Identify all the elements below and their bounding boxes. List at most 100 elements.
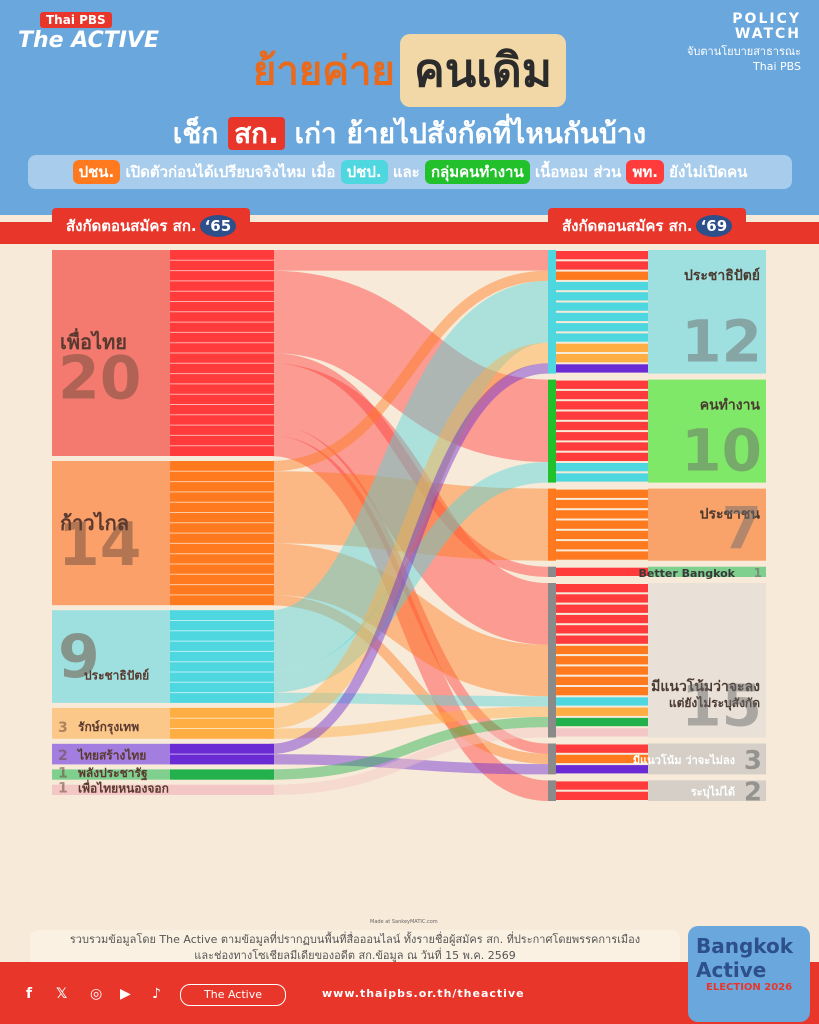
right-seat-dp69 — [556, 364, 648, 373]
right-seat-lean_unnamed — [556, 707, 648, 716]
right-seat-work — [556, 411, 648, 420]
flow-mfp-ppl — [269, 471, 549, 561]
right-label-unspec: ระบุไม่ได้ — [691, 785, 735, 800]
right-seat-lean_unnamed — [556, 604, 648, 613]
right-seat-dp69 — [556, 261, 648, 270]
footnote-b: และช่องทางโซเชียลมีเดียของอดีต สก.ข้อมูล… — [194, 949, 516, 962]
right-seat-bb — [556, 567, 648, 576]
left-value-pcr: 1 — [58, 765, 68, 781]
right-node-bg-work — [648, 379, 766, 483]
flow-mfp-lean_unnamed — [269, 543, 549, 697]
the-active-button[interactable]: The Active — [180, 984, 286, 1006]
right-seat-unspec — [556, 781, 648, 790]
flow-pt-work — [268, 270, 550, 462]
right-label-ppl: ประชาชน — [700, 507, 761, 523]
page-title: ย้ายค่าย คนเดิม — [0, 34, 819, 107]
pw-line1: POLICY — [732, 11, 801, 27]
left-value-ptnc: 1 — [58, 781, 68, 797]
pw-line2: WATCH — [734, 26, 801, 42]
right-seat-lean_no — [556, 744, 648, 753]
right-seat-unspec — [556, 791, 648, 800]
right-seat-ppl — [556, 551, 648, 560]
election-badge: Bangkok Active ELECTION 2026 — [688, 926, 810, 1022]
right-label-bb: Better Bangkok — [639, 567, 736, 580]
right-value-ppl: 7 — [722, 495, 762, 563]
right-seat-dp69 — [556, 251, 648, 260]
left-node-bg-pt — [52, 250, 170, 456]
right-node-edge-unspec — [548, 780, 556, 801]
right-seat-ppl — [556, 510, 648, 519]
right-label-work: คนทำงาน — [700, 398, 761, 414]
right-seat-lean_unnamed — [556, 625, 648, 634]
tag3-text: เนื้อหอม ส่วน — [534, 163, 622, 181]
right-seat-work — [556, 390, 648, 400]
right-value-lean_unnamed: 15 — [681, 672, 762, 740]
left-value-pt: 20 — [58, 343, 142, 413]
right-label2-lean_unnamed: แต่ยังไม่ระบุสังกัด — [669, 695, 760, 711]
made-with: Made at SankeyMATIC.com — [370, 919, 438, 925]
right-seat-ppl — [556, 489, 648, 498]
right-value-bb: 1 — [754, 566, 762, 580]
right-seat-lean_unnamed — [556, 676, 648, 685]
right-seat-lean_unnamed — [556, 728, 648, 737]
website-link[interactable]: www.thaipbs.or.th/theactive — [322, 987, 525, 1000]
right-seat-lean_no — [556, 765, 648, 774]
flow-rkt-lean_unnamed — [269, 706, 549, 739]
right-seat-lean_unnamed — [556, 666, 648, 675]
flow-mfp-lean_no — [269, 594, 549, 765]
left-year: ‘65 — [199, 215, 237, 237]
right-seat-ppl — [556, 499, 648, 509]
left-label-pcr: พลังประชารัฐ — [78, 766, 148, 781]
right-value-dp69: 12 — [681, 308, 762, 376]
right-node-edge-dp69 — [548, 250, 556, 374]
right-node-edge-lean_unnamed — [548, 583, 556, 738]
instagram-icon[interactable]: ◎ — [90, 986, 103, 1002]
right-seat-work — [556, 380, 648, 389]
tag-dp: ปชป. — [340, 160, 388, 184]
tag-work: กลุ่มคนทำงาน — [424, 160, 530, 184]
the-active-logo: The ACTIVE — [18, 28, 159, 53]
left-node-ptnc — [170, 784, 274, 795]
tagline: ปชน. เปิดตัวก่อนได้เปรียบจริงไหม เมื่อ ป… — [28, 155, 792, 189]
youtube-icon[interactable]: ▶ — [120, 986, 131, 1002]
right-seat-work — [556, 452, 648, 461]
tiktok-icon[interactable]: ♪ — [152, 986, 161, 1002]
right-seat-work — [556, 401, 648, 410]
tag4-text: ยังไม่เปิดคน — [669, 163, 748, 181]
x-icon[interactable]: 𝕏 — [56, 986, 68, 1002]
flow-tst-dp69 — [269, 363, 549, 755]
right-seat-work — [556, 421, 648, 431]
right-seat-ppl — [556, 520, 648, 529]
left-label-text: สังกัดตอนสมัคร สก. — [66, 217, 197, 235]
subtitle: เช็ก สก. เก่า ย้ายไปสังกัดที่ไหนกันบ้าง — [0, 112, 819, 156]
flow-pcr-lean_unnamed — [269, 716, 549, 780]
left-label-ptnc: เพื่อไทยหนองจอก — [78, 779, 169, 795]
right-seat-lean_unnamed — [556, 656, 648, 665]
left-node-bg-rkt — [52, 707, 170, 739]
thaipbs-logo: Thai PBS — [40, 12, 112, 28]
left-node-bg-mfp — [52, 461, 170, 606]
title-part-b: คนเดิม — [399, 34, 567, 107]
left-label-tst: ไทยสร้างไทย — [76, 747, 146, 762]
pw-sub: จับตานโยบายสาธารณะ — [686, 45, 801, 58]
tag2-text: และ — [392, 163, 420, 181]
flow-dp-work — [269, 462, 549, 693]
right-label-lean_no: มีแนวโน้ม ว่าจะไม่ลง — [633, 753, 735, 767]
subtitle-sk: สก. — [228, 117, 285, 150]
right-seat-dp69 — [556, 343, 648, 352]
right-seat-dp69 — [556, 354, 648, 363]
right-node-bg-ppl — [648, 488, 766, 561]
flow-ptnc-lean_unnamed — [269, 727, 549, 795]
footnote-a: รวบรวมข้อมูลโดย The Active ตามข้อมูลที่ป… — [69, 933, 641, 946]
tag-ppl: ปชน. — [72, 160, 121, 184]
left-label-rkt: รักษ์กรุงเทพ — [78, 720, 139, 735]
right-seat-ppl — [556, 530, 648, 540]
facebook-icon[interactable]: f — [26, 986, 33, 1002]
flow-pt-bb — [269, 353, 549, 577]
right-node-edge-work — [548, 379, 556, 483]
left-label-dp: ประชาธิปัตย์ — [84, 669, 149, 683]
left-node-bg-ptnc — [52, 784, 170, 795]
left-node-bg-dp — [52, 610, 170, 703]
tag-pt: พท. — [626, 160, 664, 184]
